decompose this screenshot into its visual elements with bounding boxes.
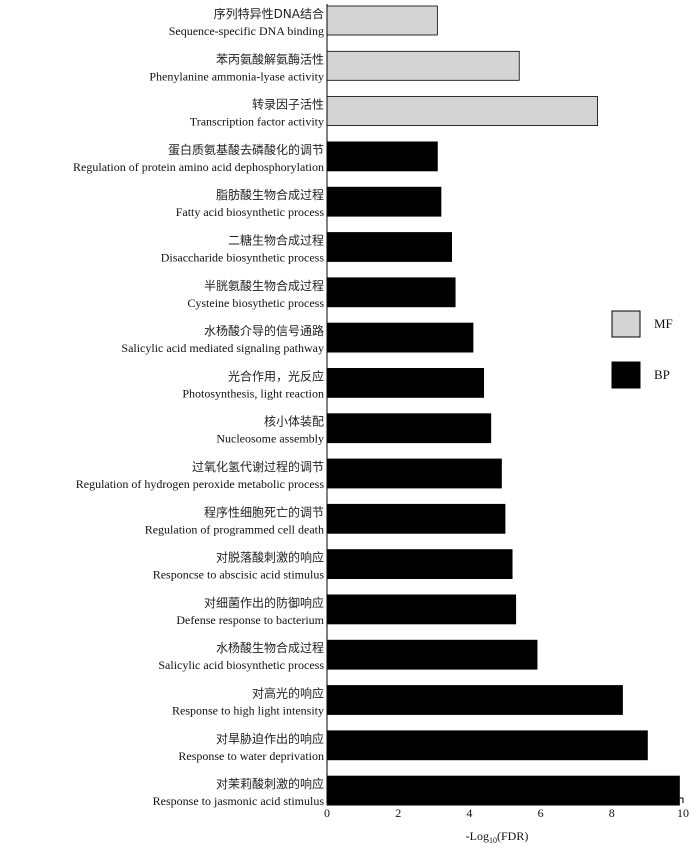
bar-17: [326, 730, 648, 761]
category-label-en-13: Responcse to abscisic acid stimulus: [153, 568, 325, 582]
bar-14: [326, 594, 517, 625]
x-tick-label-2: 2: [395, 806, 401, 820]
x-tick-label-10: 10: [677, 806, 689, 820]
category-label-zh-14: 对细菌作出的防御响应: [204, 595, 324, 610]
category-label-en-8: Salicylic acid mediated signaling pathwa…: [121, 341, 324, 355]
category-label-zh-5: 脂肪酸生物合成过程: [216, 187, 324, 202]
category-label-zh-4: 蛋白质氨基酸去磷酸化的调节: [168, 142, 324, 157]
category-label-en-11: Regulation of hydrogen peroxide metaboli…: [76, 477, 325, 491]
category-label-zh-13: 对脱落酸刺激的响应: [216, 550, 324, 565]
category-label-en-1: Sequence-specific DNA binding: [169, 24, 324, 38]
x-axis: 0 2 4 6 8 10: [324, 797, 689, 820]
x-axis-title-subscript: 10: [489, 836, 497, 845]
category-label-en-2: Phenylanine ammonia-lyase activity: [149, 69, 324, 83]
legend-swatch-bp: [611, 361, 641, 389]
legend-label-mf: MF: [654, 316, 673, 331]
category-label-en-17: Response to water deprivation: [178, 749, 324, 763]
bar-6: [326, 232, 452, 262]
category-label-zh-15: 水杨酸生物合成过程: [216, 640, 324, 655]
x-tick-label-8: 8: [609, 806, 615, 820]
category-label-en-12: Regulation of programmed cell death: [145, 522, 324, 536]
category-label-en-3: Transcription factor activity: [190, 115, 324, 129]
bar-1: [326, 5, 438, 36]
category-label-zh-6: 二糖生物合成过程: [228, 233, 324, 248]
bar-7: [326, 277, 456, 308]
category-label-zh-10: 核小体装配: [264, 415, 324, 429]
category-labels-group: 序列特异性DNA结合 Sequence-specific DNA binding 苯…: [73, 6, 325, 808]
category-label-en-10: Nucleosome assembly: [216, 432, 324, 446]
bar-18: [326, 775, 680, 806]
legend-swatch-mf: [611, 310, 641, 338]
category-label-zh-8: 水杨酸介导的信号通路: [204, 323, 324, 338]
bar-3: [326, 96, 598, 126]
bar-8: [326, 322, 474, 353]
category-label-zh-3: 转录因子活性: [252, 97, 324, 112]
bar-5: [326, 186, 442, 217]
category-label-en-4: Regulation of protein amino acid dephosp…: [73, 160, 324, 174]
bar-11: [326, 458, 502, 489]
category-label-en-15: Salicylic acid biosynthetic process: [158, 658, 324, 672]
category-label-zh-17: 对旱胁迫作出的响应: [216, 731, 324, 746]
category-label-en-9: Photosynthesis, light reaction: [182, 386, 324, 400]
category-label-zh-11: 过氧化氢代谢过程的调节: [192, 459, 324, 474]
x-tick-label-0: 0: [324, 806, 330, 820]
x-axis-title: -Log10(FDR): [466, 829, 529, 845]
category-label-en-6: Disaccharide biosynthetic process: [161, 251, 325, 265]
bar-2: [326, 50, 520, 81]
bar-12: [326, 503, 506, 534]
category-label-en-5: Fatty acid biosynthetic process: [176, 205, 325, 219]
bar-16: [326, 685, 623, 715]
category-label-zh-1: 序列特异性DNA结合: [214, 6, 324, 21]
bar-10: [326, 413, 492, 444]
bars-group: [326, 5, 680, 806]
bar-9: [326, 367, 485, 398]
x-axis-title-tail: (FDR): [497, 829, 528, 843]
category-label-zh-7: 半胱氨酸生物合成过程: [204, 278, 324, 293]
x-axis-title-main: -Log: [466, 829, 489, 843]
category-label-en-16: Response to high light intensity: [172, 704, 324, 718]
category-label-en-7: Cysteine biosythetic process: [187, 296, 324, 310]
category-label-en-14: Defense response to bacterium: [176, 613, 324, 627]
legend-label-bp: BP: [654, 367, 670, 382]
legend: MF BP: [611, 310, 673, 389]
x-tick-label-4: 4: [466, 806, 472, 820]
category-label-zh-16: 对高光的响应: [252, 686, 324, 701]
bar-13: [326, 549, 513, 579]
bar-15: [326, 639, 538, 670]
category-label-zh-2: 苯丙氨酸解氨酶活性: [216, 51, 324, 66]
bar-4: [326, 141, 438, 172]
x-tick-label-6: 6: [538, 806, 544, 820]
category-label-zh-12: 程序性细胞死亡的调节: [204, 504, 324, 519]
category-label-en-18: Response to jasmonic acid stimulus: [153, 794, 325, 808]
category-label-zh-9: 光合作用，光反应: [228, 368, 324, 383]
category-label-zh-18: 对茉莉酸刺激的响应: [216, 776, 324, 791]
